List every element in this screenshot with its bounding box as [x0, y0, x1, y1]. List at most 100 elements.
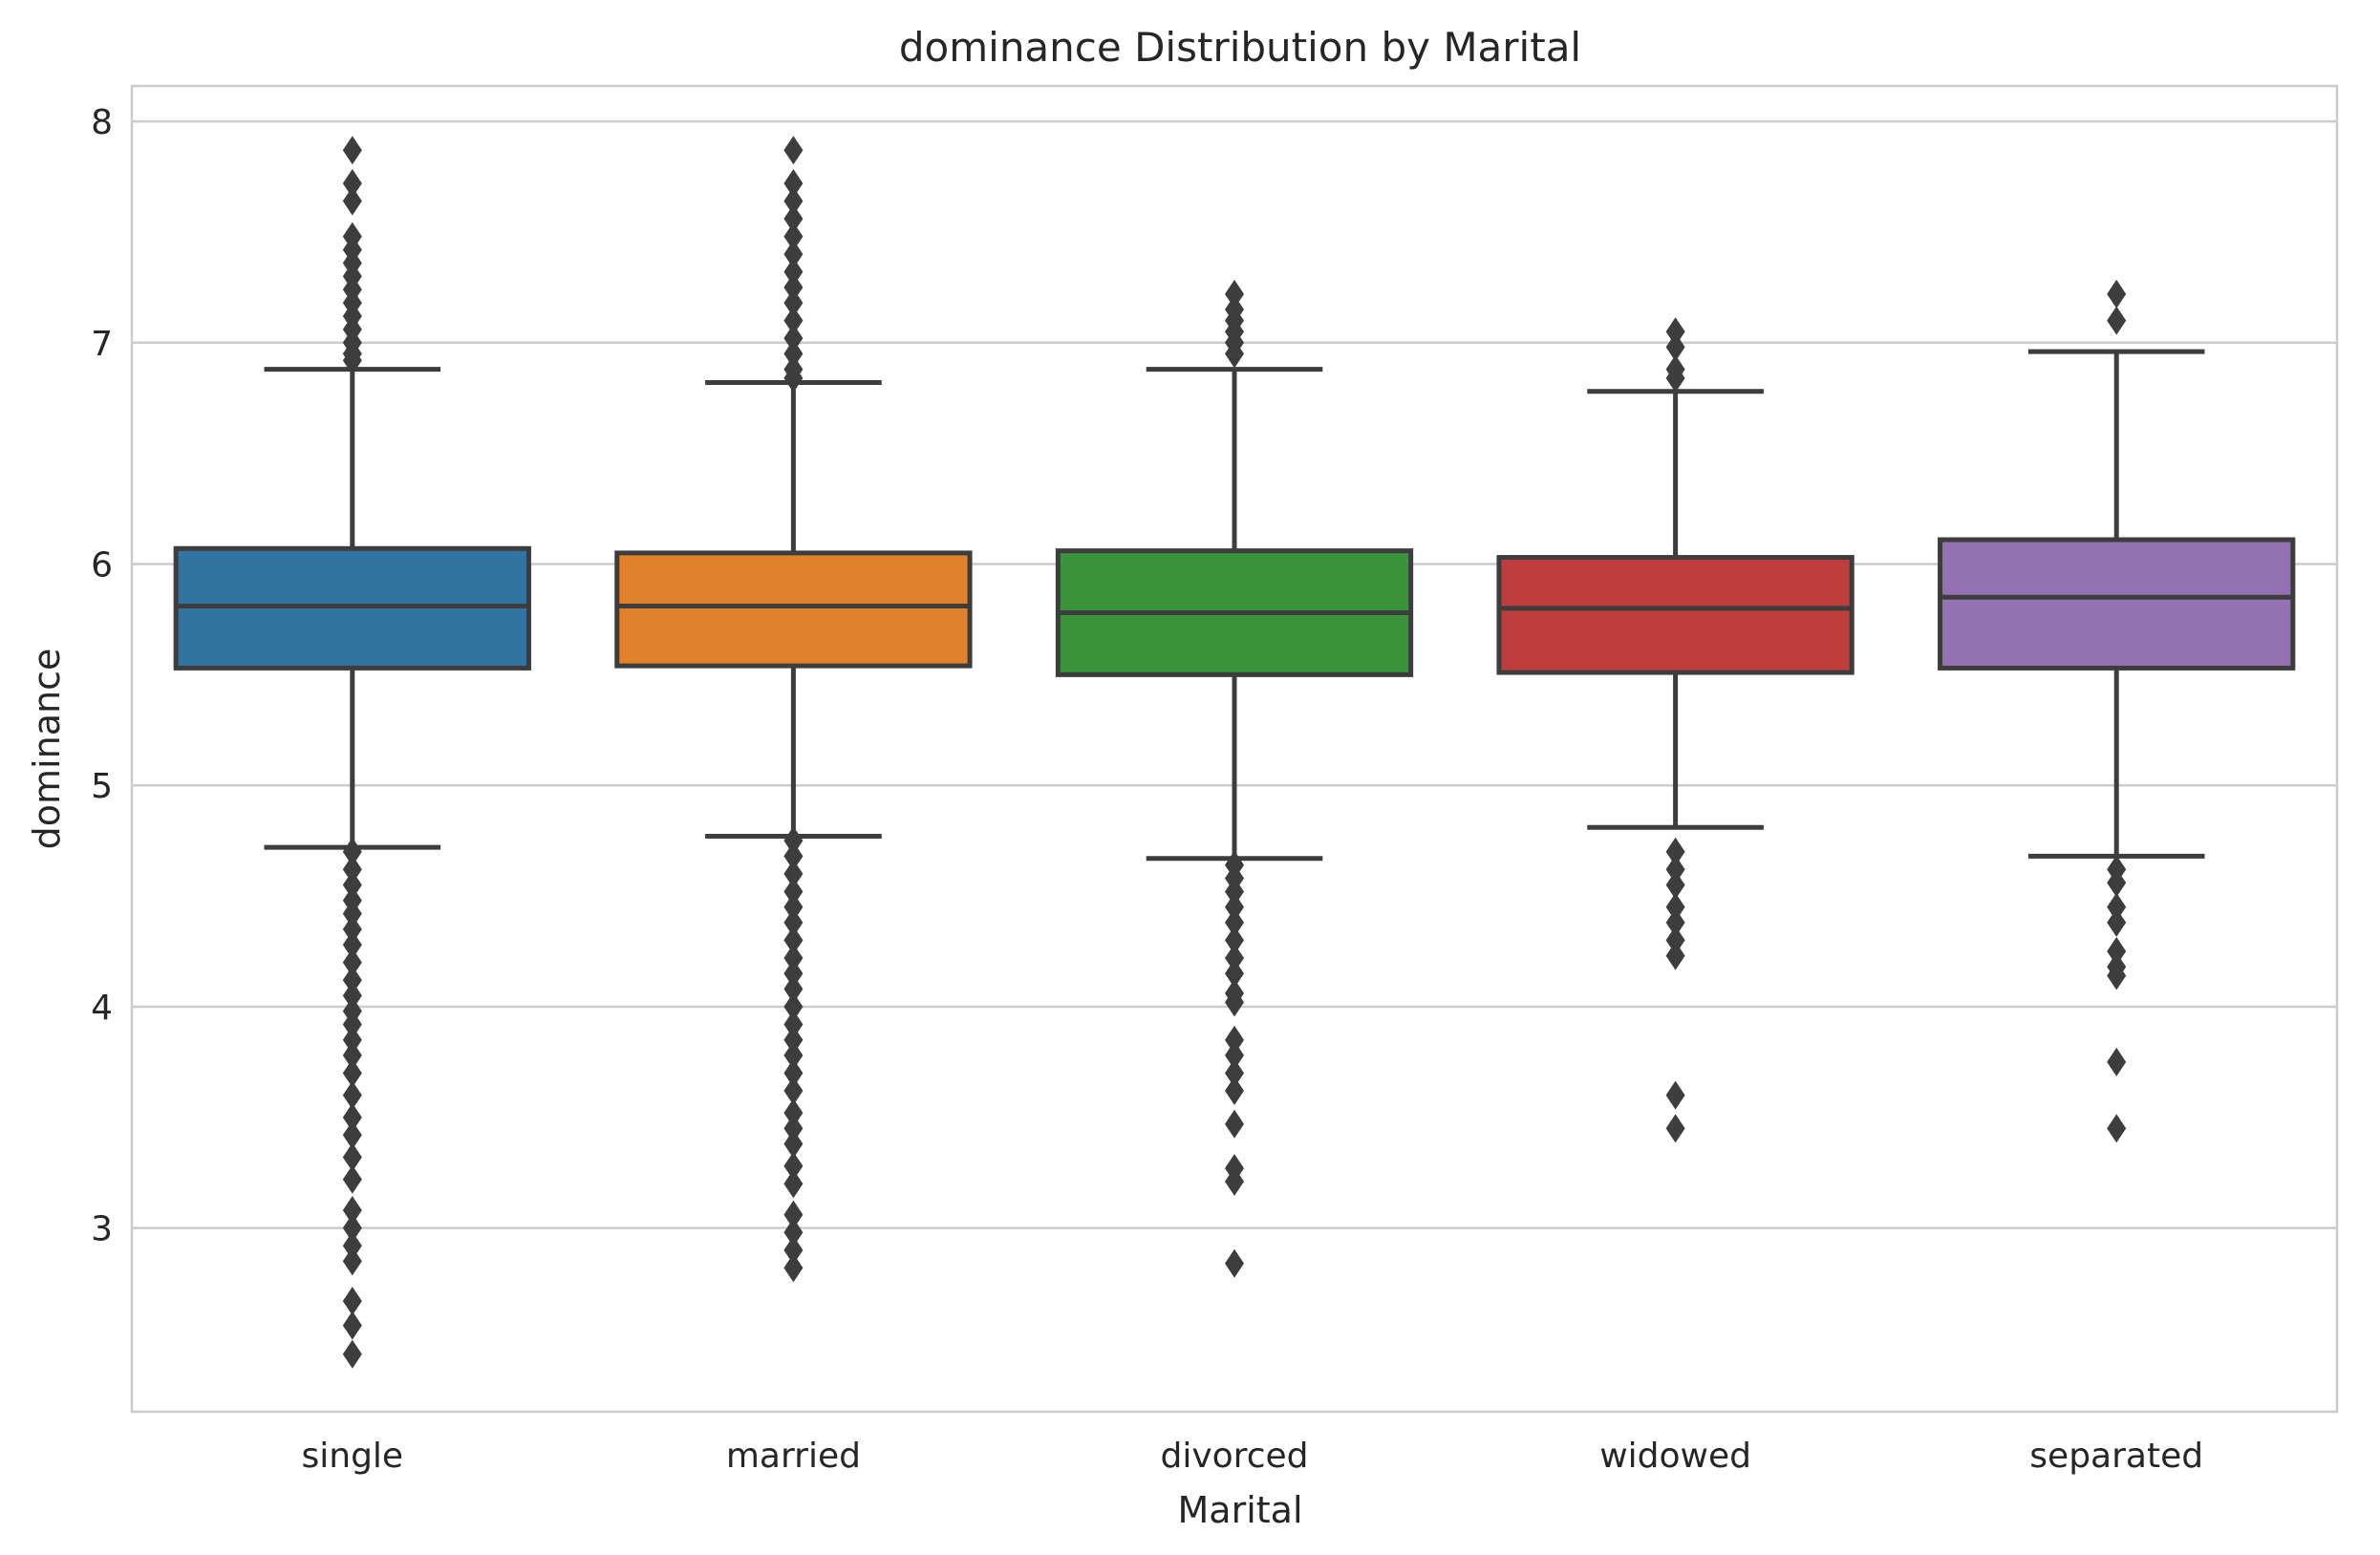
x-tick-label-widowed: widowed — [1599, 1437, 1751, 1476]
outlier-point — [1665, 363, 1685, 393]
outlier-point — [1665, 855, 1685, 884]
x-tick-label-single: single — [302, 1437, 404, 1476]
x-tick-label-separated: separated — [2029, 1437, 2203, 1476]
outlier-point — [342, 930, 362, 960]
outlier-point — [783, 907, 804, 937]
outlier-point — [342, 168, 362, 198]
outlier-point — [1225, 1040, 1244, 1070]
outlier-point — [1665, 1114, 1685, 1143]
box-married — [614, 550, 973, 669]
outlier-point — [2107, 907, 2127, 937]
outlier-point — [2107, 279, 2127, 309]
outlier-point — [783, 306, 804, 335]
outlier-point — [783, 186, 804, 216]
outlier-point — [1225, 926, 1244, 955]
outlier-point — [783, 1025, 804, 1054]
outlier-point — [342, 1142, 362, 1172]
outlier-point — [1665, 926, 1685, 955]
box-group-separated — [1938, 279, 2296, 1143]
outlier-point — [1225, 877, 1244, 906]
outlier-point — [342, 1231, 362, 1261]
box-group-widowed — [1496, 317, 1855, 1143]
outlier-point — [342, 1213, 362, 1243]
outlier-point — [2107, 961, 2127, 991]
outlier-point — [783, 272, 804, 302]
outlier-point — [342, 1196, 362, 1225]
outlier-point — [783, 1235, 804, 1265]
outlier-point — [783, 1010, 804, 1039]
outlier-point — [342, 981, 362, 1011]
outlier-point — [783, 1098, 804, 1128]
outlier-point — [342, 136, 362, 165]
outlier-point — [2107, 1047, 2127, 1076]
y-tick-label: 6 — [91, 546, 113, 586]
y-tick-label: 5 — [91, 767, 113, 806]
outlier-point — [783, 136, 804, 165]
box-group-single — [173, 136, 531, 1369]
outlier-point — [783, 240, 804, 269]
outlier-point — [342, 948, 362, 977]
outlier-point — [783, 222, 804, 251]
outlier-point — [1225, 1058, 1244, 1088]
outlier-point — [783, 959, 804, 989]
outlier-point — [342, 1310, 362, 1340]
outlier-point — [342, 1040, 362, 1070]
outlier-point — [783, 257, 804, 287]
outlier-point — [342, 1102, 362, 1132]
outlier-point — [1225, 1025, 1244, 1054]
chart-title: dominance Distribution by Marital — [899, 24, 1581, 71]
outlier-point — [342, 1080, 362, 1110]
outlier-point — [2107, 868, 2127, 898]
outlier-point — [2107, 306, 2127, 335]
outlier-point — [342, 1287, 362, 1316]
outlier-point — [783, 943, 804, 972]
outlier-point — [1225, 1248, 1244, 1278]
outlier-point — [1225, 988, 1244, 1017]
outlier-point — [342, 1339, 362, 1369]
y-tick-label: 3 — [91, 1210, 113, 1249]
outlier-point — [342, 1164, 362, 1194]
outlier-point — [342, 1246, 362, 1276]
box-widowed — [1496, 555, 1855, 675]
y-tick-label: 4 — [91, 989, 113, 1028]
outlier-point — [783, 1151, 804, 1181]
outlier-point — [783, 324, 804, 353]
outlier-point — [783, 1058, 804, 1088]
y-tick-label: 7 — [91, 325, 113, 364]
x-tick-label-married: married — [726, 1437, 861, 1476]
x-tick-label-divorced: divorced — [1161, 1437, 1309, 1476]
outlier-point — [2107, 892, 2127, 922]
outlier-point — [783, 288, 804, 318]
outlier-point — [783, 892, 804, 922]
outlier-point — [1225, 959, 1244, 989]
outlier-point — [1665, 1080, 1685, 1110]
outlier-point — [342, 1025, 362, 1054]
outlier-point — [1665, 317, 1685, 347]
outlier-point — [2107, 1114, 2127, 1143]
outlier-point — [783, 877, 804, 906]
outlier-point — [342, 1010, 362, 1039]
y-axis-ticks: 3 4 5 6 7 8 — [91, 103, 113, 1249]
outlier-point — [783, 926, 804, 955]
outlier-point — [1225, 1109, 1244, 1139]
outlier-point — [783, 841, 804, 871]
outlier-point — [342, 1058, 362, 1088]
outlier-point — [342, 966, 362, 995]
outlier-point — [342, 899, 362, 928]
outlier-point — [342, 1120, 362, 1150]
outlier-point — [1225, 339, 1244, 369]
outlier-point — [342, 855, 362, 884]
outlier-point — [342, 346, 362, 375]
outlier-point — [1225, 907, 1244, 937]
outlier-point — [783, 168, 804, 198]
outlier-point — [783, 1114, 804, 1143]
outlier-point — [342, 870, 362, 900]
outlier-point — [1665, 837, 1685, 866]
box-group-divorced — [1055, 279, 1414, 1278]
box-separated — [1938, 537, 2296, 671]
outlier-point — [1225, 943, 1244, 972]
x-axis-label: Marital — [1178, 1489, 1303, 1531]
outlier-point — [783, 991, 804, 1021]
y-tick-label: 8 — [91, 103, 113, 142]
outlier-point — [1225, 1076, 1244, 1106]
